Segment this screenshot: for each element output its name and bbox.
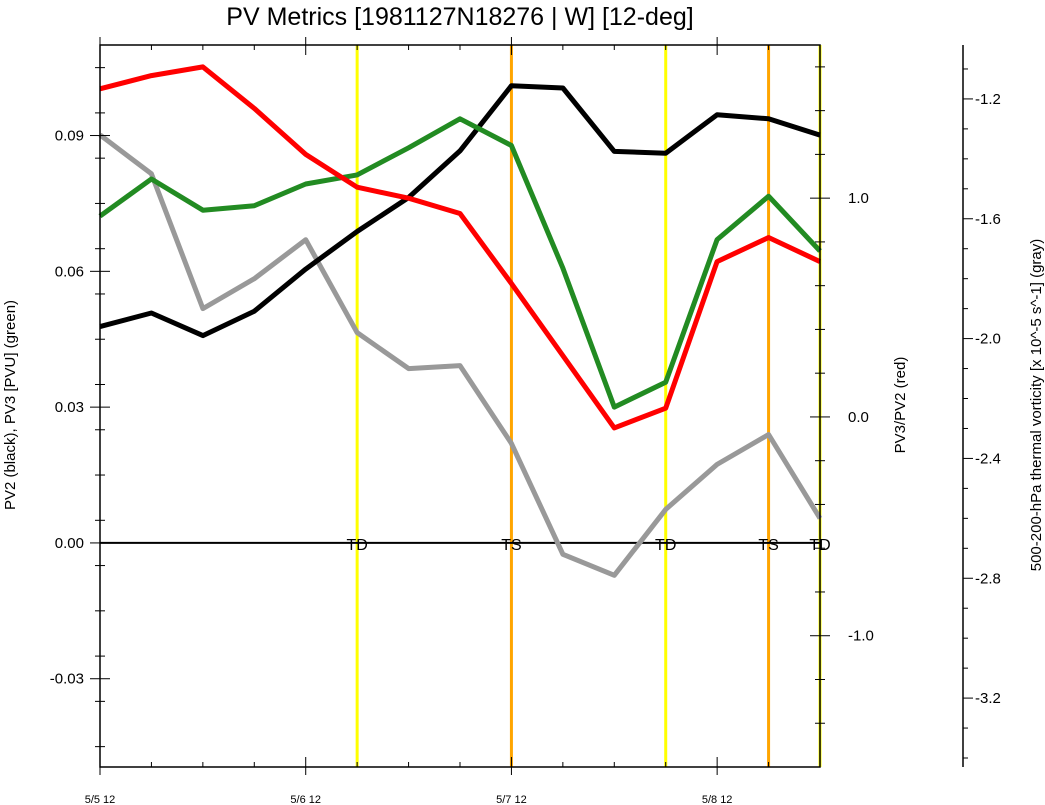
x-tick-label: 5/8 12 [702,794,733,805]
right-tick-label: -1.0 [848,628,874,645]
far-right-tick-label: -2.8 [975,570,1001,587]
right-tick-label: 1.0 [848,190,869,207]
left-tick-label: -0.03 [50,671,84,688]
left-axis-title: PV2 (black), PV3 [PVU] (green) [2,300,19,510]
far-right-axis-title: 500-200-hPa thermal vorticity [x 10^-5 s… [1028,239,1045,572]
right-axis-title: PV3/PV2 (red) [892,357,909,454]
stage-markers [355,45,822,767]
x-tick-label: 5/6 12 [290,794,321,805]
left-tick-label: 0.03 [55,399,84,416]
axes: -0.03 0.00 0.03 0.06 0.09 -1.0 0.0 1.0 -3.2 -2.8 -… [50,37,1001,805]
right-tick-label: 0.0 [848,409,869,426]
stage-label: TS [501,537,521,554]
stage-labels: TD TS TD TS TD [346,537,830,554]
far-right-tick-label: -3.2 [975,690,1001,707]
pv2-line [99,83,821,339]
left-tick-label: 0.09 [55,128,84,145]
pv-ratio-line [99,64,822,431]
stage-label: TD [809,537,830,554]
far-right-tick-label: -1.6 [975,211,1001,228]
chart-title: PV Metrics [1981127N18276 | W] [12-deg] [226,3,693,31]
far-right-tick-label: -2.0 [975,331,1001,348]
thermal-vorticity-line [98,132,823,578]
pv3-line [98,116,822,410]
left-tick-label: 0.06 [55,263,84,280]
series-lines [98,64,823,578]
far-right-tick-label: -1.2 [975,91,1001,108]
stage-label: TD [655,537,676,554]
x-tick-label: 5/7 12 [496,794,527,805]
left-tick-label: 0.00 [55,535,84,552]
stage-label: TD [346,537,367,554]
stage-label: TS [758,537,778,554]
x-tick-label: 5/5 12 [85,794,116,805]
far-right-tick-label: -2.4 [975,450,1001,467]
